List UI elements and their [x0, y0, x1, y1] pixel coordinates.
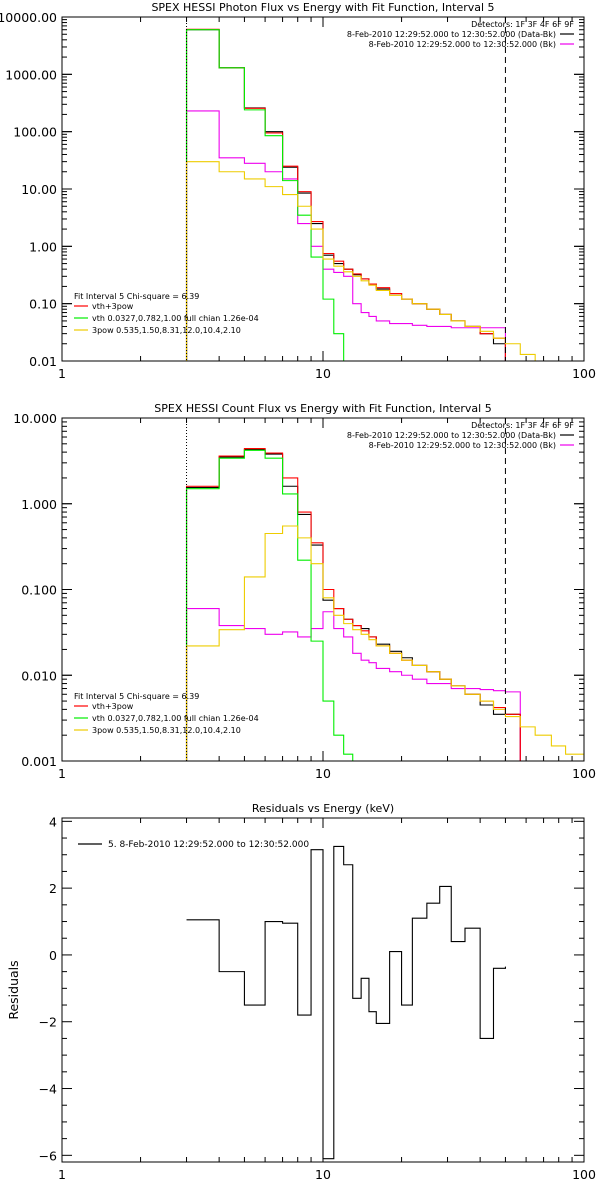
y-tick-label: 1000.00 [5, 67, 57, 82]
series-line-2 [185, 28, 506, 361]
series-group [185, 448, 584, 761]
y-tick-label: 4 [49, 814, 57, 829]
series-line-3 [185, 29, 345, 361]
series-line-0 [186, 845, 506, 1160]
axes-frame [61, 417, 585, 762]
y-tick-label: 0 [49, 948, 57, 963]
y-tick-label: −6 [39, 1148, 57, 1163]
y-tick-label: 10.00 [21, 182, 57, 197]
y-tick-label: 0.01 [29, 354, 57, 369]
series-line-4 [185, 525, 584, 761]
x-tick-label: 10 [315, 766, 331, 781]
x-tick-label: 10 [315, 366, 331, 381]
series-line-3 [185, 449, 362, 761]
series-group [186, 845, 506, 1160]
x-tick-label: 1 [58, 1167, 66, 1182]
legend-label: vth+3pow [92, 702, 134, 711]
series-line-1 [185, 110, 506, 361]
x-tick-label: 100 [572, 366, 596, 381]
legend-label: 8-Feb-2010 12:29:52.000 to 12:30:52.000 … [369, 40, 556, 49]
series-line-0 [185, 29, 506, 361]
y-tick-label: 0.100 [21, 583, 57, 598]
legend-label: vth 0.0327,0.782,1.00 full chian 1.26e-0… [92, 714, 259, 723]
chart-title: SPEX HESSI Count Flux vs Energy with Fit… [154, 402, 491, 415]
legend-label: Fit Interval 5 Chi-square = 6.39 [74, 692, 199, 701]
detectors-label: Detectors: 1F 3F 4F 6F 9F [471, 421, 574, 430]
y-axis-label: Residuals [6, 960, 21, 1019]
y-tick-label: 2 [49, 881, 57, 896]
y-tick-label: 10000.00 [0, 10, 57, 25]
x-tick-label: 100 [572, 766, 596, 781]
series-line-4 [185, 161, 584, 361]
legend-label: 8-Feb-2010 12:29:52.000 to 12:30:52.000 … [347, 431, 556, 440]
series-group [185, 28, 584, 361]
x-tick-label: 100 [572, 1167, 596, 1182]
count-flux-panel: SPEX HESSI Count Flux vs Energy with Fit… [13, 402, 596, 781]
legend-label: 8-Feb-2010 12:29:52.000 to 12:30:52.000 … [369, 441, 556, 450]
y-tick-label: 0.010 [21, 668, 57, 683]
detectors-label: Detectors: 1F 3F 4F 6F 9F [471, 20, 574, 29]
legend-label: 3pow 0.535,1.50,8.31,12.0,10.4,2.10 [92, 726, 241, 735]
y-tick-label: 100.00 [13, 125, 57, 140]
legend-label: Fit Interval 5 Chi-square = 6.39 [74, 292, 199, 301]
x-tick-label: 10 [315, 1167, 331, 1182]
legend-label: 3pow 0.535,1.50,8.31,12.0,10.4,2.10 [92, 326, 241, 335]
x-tick-label: 1 [58, 766, 66, 781]
y-tick-label: 0.001 [21, 754, 57, 769]
y-tick-label: 10.000 [13, 411, 57, 426]
axes-frame [61, 16, 585, 362]
x-tick-label: 1 [58, 366, 66, 381]
legend-label: 5. 8-Feb-2010 12:29:52.000 to 12:30:52.0… [108, 840, 309, 850]
legend-label: vth 0.0327,0.782,1.00 full chian 1.26e-0… [92, 314, 259, 323]
y-tick-label: −2 [39, 1015, 57, 1030]
y-tick-label: 0.10 [29, 297, 57, 312]
series-line-1 [185, 607, 521, 761]
legend-label: vth+3pow [92, 302, 134, 311]
chart-title: Residuals vs Energy (keV) [252, 802, 394, 815]
axes-frame [61, 817, 585, 1163]
residuals-panel: Residuals vs Energy (keV) 1 10 100 −6 −4 −2 0 2 4… [6, 802, 596, 1182]
y-tick-label: 1.00 [29, 239, 57, 254]
y-tick-label: −4 [39, 1082, 57, 1097]
photon-flux-panel: SPEX HESSI Photon Flux vs Energy with Fi… [0, 1, 596, 381]
chart-title: SPEX HESSI Photon Flux vs Energy with Fi… [151, 1, 494, 14]
y-tick-label: 1.000 [21, 497, 57, 512]
legend-label: 8-Feb-2010 12:29:52.000 to 12:30:52.000 … [347, 30, 556, 39]
